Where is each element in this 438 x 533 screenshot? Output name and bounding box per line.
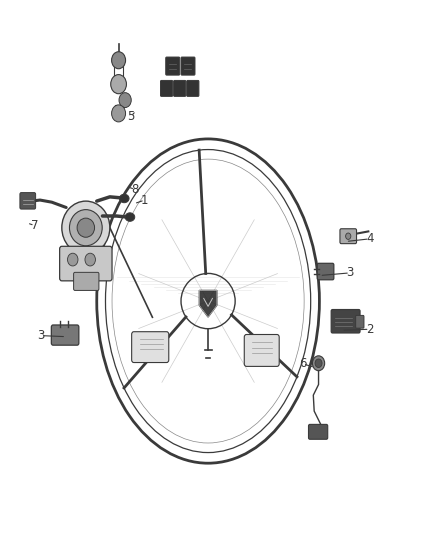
Circle shape [67, 253, 78, 266]
Text: 1: 1 [141, 193, 148, 207]
Polygon shape [199, 290, 217, 317]
FancyBboxPatch shape [74, 272, 99, 290]
FancyBboxPatch shape [132, 332, 169, 362]
Ellipse shape [62, 201, 110, 254]
Ellipse shape [120, 194, 129, 203]
Circle shape [312, 356, 325, 370]
FancyBboxPatch shape [60, 246, 112, 281]
FancyBboxPatch shape [173, 80, 186, 96]
Circle shape [85, 253, 95, 266]
FancyBboxPatch shape [317, 263, 334, 280]
Text: 3: 3 [37, 329, 45, 342]
FancyBboxPatch shape [160, 80, 173, 96]
FancyBboxPatch shape [51, 325, 79, 345]
Text: 8: 8 [131, 183, 139, 196]
Text: 5: 5 [127, 110, 134, 123]
Circle shape [119, 93, 131, 108]
FancyBboxPatch shape [181, 57, 195, 75]
FancyBboxPatch shape [166, 57, 180, 75]
FancyBboxPatch shape [331, 310, 360, 333]
FancyBboxPatch shape [244, 335, 279, 366]
Ellipse shape [77, 218, 95, 237]
Text: 6: 6 [299, 357, 307, 370]
Ellipse shape [125, 213, 135, 221]
Text: 7: 7 [31, 219, 39, 232]
Circle shape [111, 75, 127, 94]
FancyBboxPatch shape [20, 192, 35, 209]
Circle shape [315, 359, 322, 368]
Text: 2: 2 [366, 322, 373, 336]
FancyBboxPatch shape [308, 424, 328, 439]
Text: 3: 3 [346, 266, 353, 279]
Circle shape [346, 233, 351, 239]
Text: 4: 4 [366, 232, 373, 245]
FancyBboxPatch shape [340, 229, 357, 244]
Ellipse shape [70, 209, 102, 246]
FancyBboxPatch shape [356, 316, 364, 328]
Circle shape [112, 52, 126, 69]
FancyBboxPatch shape [187, 80, 199, 96]
Circle shape [112, 105, 126, 122]
